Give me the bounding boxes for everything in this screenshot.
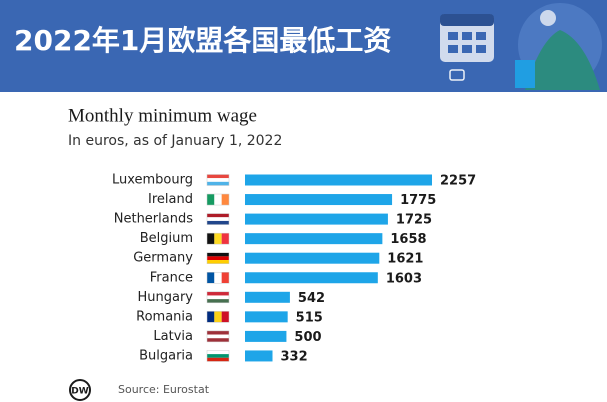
chart-subtitle: In euros, as of January 1, 2022	[68, 133, 282, 149]
flag-stripe	[207, 174, 229, 179]
flag-stripe	[207, 334, 229, 339]
flag-border	[206, 174, 230, 186]
flag-border	[206, 272, 230, 284]
flag-border	[206, 330, 230, 343]
flag-border	[206, 291, 230, 304]
value-label: 1725	[396, 213, 432, 228]
value-label: 1621	[387, 252, 423, 267]
category-label: Belgium	[140, 231, 193, 246]
value-label: 500	[294, 330, 321, 345]
flag-stripe	[207, 338, 229, 342]
category-label: Bulgaria	[139, 348, 193, 363]
bar	[245, 272, 378, 284]
flag-stripe	[207, 291, 229, 296]
chart-title: Monthly minimum wage	[68, 105, 257, 126]
flag-stripe	[221, 272, 229, 284]
bar	[245, 311, 288, 323]
flag-stripe	[207, 220, 229, 225]
banner-title: 2022年1月欧盟各国最低工资	[14, 24, 391, 57]
value-label: 1603	[386, 271, 422, 286]
flag-stripe	[207, 350, 229, 355]
flag-border	[206, 232, 230, 245]
flag-stripe	[214, 272, 222, 284]
flag-border	[206, 213, 230, 225]
logo-badge	[69, 379, 91, 401]
value-label: 1775	[400, 193, 436, 208]
flag-stripe	[207, 295, 229, 300]
flag-stripe	[207, 311, 215, 323]
flag-border	[206, 311, 230, 323]
flag-stripe	[207, 260, 229, 264]
flag-stripe	[221, 233, 229, 245]
banner-decoration	[440, 3, 602, 90]
bar	[245, 330, 287, 342]
category-label: France	[150, 270, 193, 285]
flag-stripe	[207, 178, 229, 182]
plot: Luxembourg 2257 Ireland 1775 Netherlands 1725…	[112, 173, 476, 365]
source: Source: Eurostat	[118, 383, 210, 396]
flag-stripe	[207, 272, 215, 284]
flag-stripe	[207, 181, 229, 186]
flag-stripe	[214, 311, 222, 323]
bar	[245, 252, 380, 264]
bar	[245, 350, 273, 362]
flag-stripe	[221, 311, 229, 323]
flag-stripe	[221, 194, 229, 206]
flag-stripe	[207, 357, 229, 362]
category-label: Ireland	[148, 192, 193, 207]
value-label: 542	[298, 291, 325, 306]
banner	[0, 0, 607, 92]
value-label: 1658	[390, 232, 426, 247]
category-label: Hungary	[137, 290, 193, 305]
flag-stripe	[207, 299, 229, 303]
logo: DW	[71, 387, 88, 397]
flag-stripe	[207, 256, 229, 261]
category-label: Romania	[136, 309, 193, 324]
bar	[245, 233, 383, 245]
value-label: 2257	[440, 174, 476, 189]
flag-stripe	[207, 217, 229, 221]
category-label: Latvia	[153, 329, 193, 344]
flag-border	[206, 350, 230, 362]
bar	[245, 291, 290, 303]
bar	[245, 174, 432, 186]
value-label: 332	[281, 349, 308, 364]
category-label: Netherlands	[114, 212, 193, 227]
bar	[245, 213, 388, 225]
category-label: Germany	[133, 251, 193, 266]
flag-stripe	[207, 252, 229, 257]
flag-stripe	[207, 354, 229, 358]
flag-stripe	[214, 233, 222, 245]
category-label: Luxembourg	[112, 173, 193, 188]
flag-border	[206, 252, 230, 264]
bar	[245, 194, 393, 206]
flag-border	[206, 193, 230, 206]
flag-stripe	[214, 194, 222, 206]
flag-stripe	[207, 194, 215, 206]
flag-stripe	[207, 330, 229, 335]
flag-stripe	[207, 233, 215, 245]
flag-stripe	[207, 213, 229, 218]
value-label: 515	[296, 310, 323, 325]
